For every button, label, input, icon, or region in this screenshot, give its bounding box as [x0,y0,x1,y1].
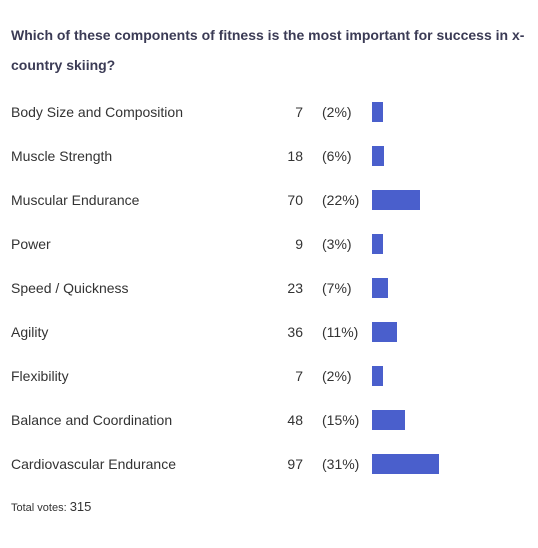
vote-bar [372,410,406,430]
option-label: Balance and Coordination [11,412,173,428]
vote-percent: (11%) [322,324,359,340]
vote-count: 7 [295,368,303,384]
vote-count: 7 [295,104,303,120]
vote-count: 48 [287,412,303,428]
vote-percent: (6%) [322,148,352,164]
option-label: Cardiovascular Endurance [11,456,176,472]
poll-option: Power 9 (3%) [0,232,538,256]
option-label: Speed / Quickness [11,280,129,296]
poll-option: Muscle Strength 18 (6%) [0,144,538,168]
poll-option: Agility 36 (11%) [0,320,538,344]
poll-option: Speed / Quickness 23 (7%) [0,276,538,300]
vote-bar [372,454,439,474]
option-label: Agility [11,324,49,340]
poll-option: Flexibility 7 (2%) [0,364,538,388]
total-label: Total votes: [11,502,67,514]
vote-bar [372,366,383,386]
vote-count: 70 [287,192,303,208]
poll-option: Balance and Coordination 48 (15%) [0,408,538,432]
vote-bar [372,102,383,122]
vote-bar [372,322,397,342]
vote-bar [372,146,385,166]
total-count: 315 [69,499,92,514]
vote-count: 18 [287,148,303,164]
poll-option: Muscular Endurance 70 (22%) [0,188,538,212]
vote-count: 23 [287,280,303,296]
vote-count: 97 [287,456,303,472]
vote-bar [372,190,421,210]
option-label: Muscular Endurance [11,192,140,208]
option-label: Body Size and Composition [11,104,183,120]
poll-option: Body Size and Composition 7 (2%) [0,100,538,124]
vote-count: 9 [295,236,303,252]
vote-percent: (7%) [322,280,352,296]
option-label: Muscle Strength [11,148,113,164]
vote-count: 36 [287,324,303,340]
vote-percent: (2%) [322,368,352,384]
vote-percent: (31%) [322,456,360,472]
poll-option: Cardiovascular Endurance 97 (31%) [0,452,538,476]
vote-percent: (3%) [322,236,352,252]
vote-percent: (15%) [322,412,360,428]
total-votes: Total votes: 315 [11,499,91,514]
poll-question: Which of these components of fitness is … [11,27,525,73]
option-label: Power [11,236,51,252]
vote-percent: (22%) [322,192,360,208]
option-label: Flexibility [11,368,69,384]
vote-bar [372,234,383,254]
vote-bar [372,278,388,298]
vote-percent: (2%) [322,104,352,120]
